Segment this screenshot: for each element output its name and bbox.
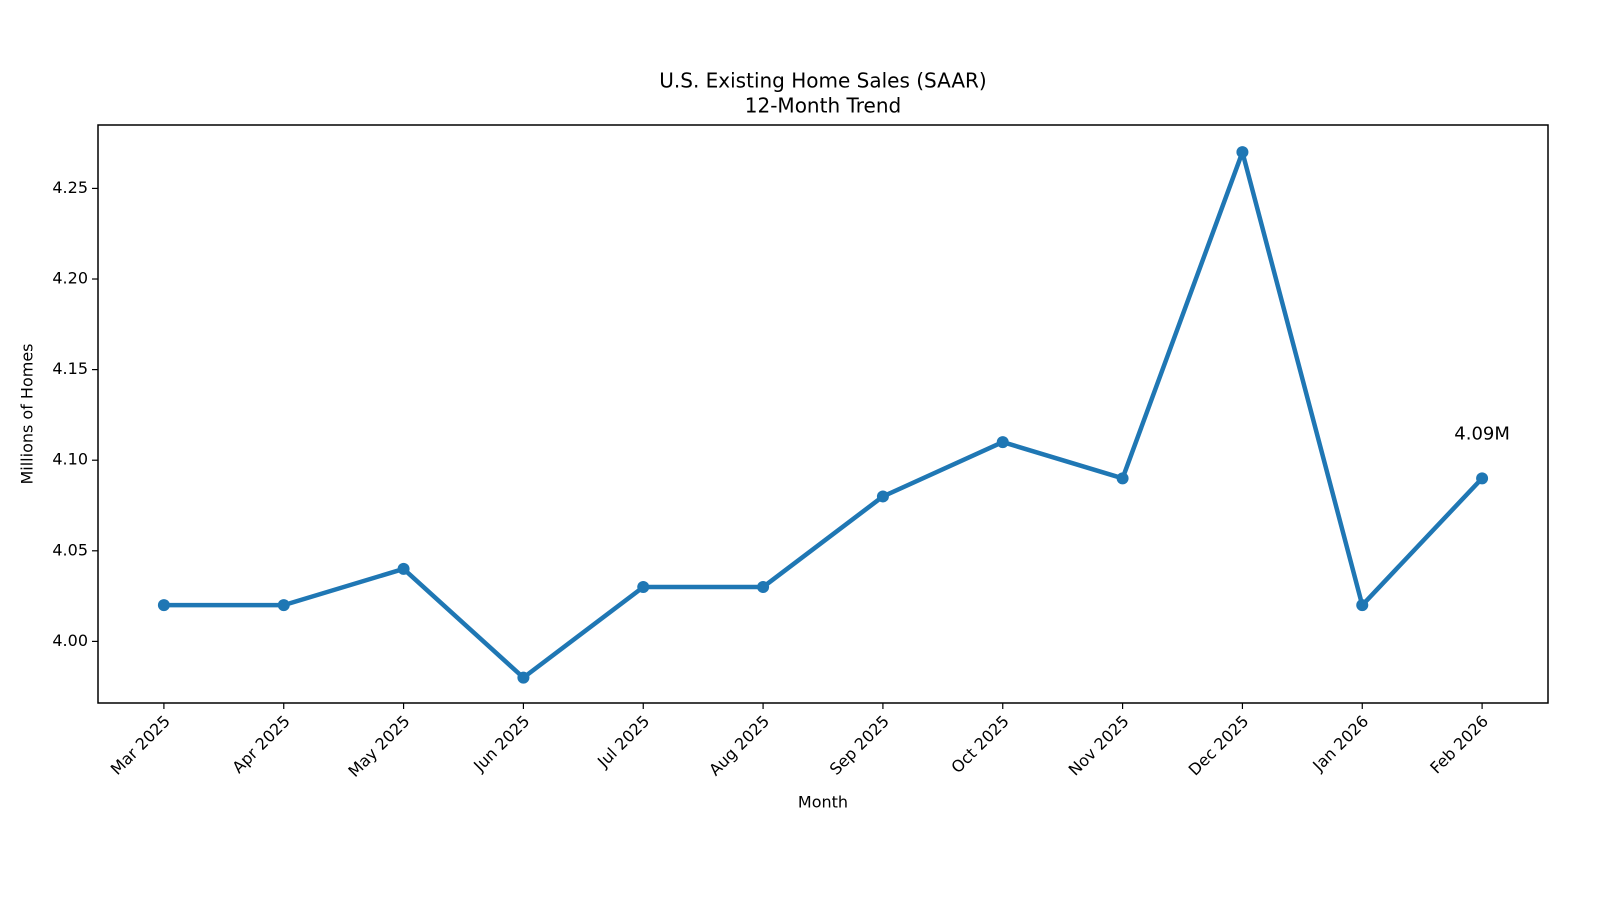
- x-tick-label: May 2025: [344, 712, 413, 781]
- data-point: [1356, 599, 1369, 612]
- y-tick-label: 4.25: [52, 178, 88, 197]
- data-point: [1236, 146, 1249, 159]
- x-tick-label: Sep 2025: [826, 712, 893, 779]
- y-tick-label: 4.05: [52, 540, 88, 559]
- chart-title: U.S. Existing Home Sales (SAAR): [659, 69, 986, 93]
- x-tick-label: Feb 2026: [1426, 712, 1492, 778]
- data-point: [517, 671, 530, 684]
- y-axis-label: Millions of Homes: [18, 343, 37, 484]
- x-tick-label: Jul 2025: [593, 712, 653, 772]
- data-point: [876, 490, 889, 503]
- value-label: 4.09M: [1454, 423, 1510, 444]
- x-tick-label: Mar 2025: [107, 712, 174, 779]
- data-point: [277, 599, 290, 612]
- x-tick-label: Oct 2025: [947, 712, 1012, 777]
- data-point: [157, 599, 170, 612]
- x-tick-label: Jan 2026: [1308, 712, 1372, 776]
- data-point: [1116, 472, 1129, 485]
- x-tick-label: Nov 2025: [1065, 712, 1133, 780]
- y-tick-label: 4.10: [52, 450, 88, 469]
- x-tick-label: Jun 2025: [469, 712, 533, 776]
- y-tick-label: 4.15: [52, 359, 88, 378]
- data-point: [397, 562, 410, 575]
- y-tick-label: 4.20: [52, 269, 88, 288]
- x-tick-label: Aug 2025: [705, 712, 773, 780]
- chart-subtitle: 12-Month Trend: [745, 94, 901, 118]
- data-line: [163, 149, 1484, 680]
- data-point: [996, 436, 1009, 449]
- data-point: [1476, 472, 1489, 485]
- x-tick-label: Apr 2025: [228, 712, 293, 777]
- x-tick-label: Dec 2025: [1185, 712, 1253, 780]
- plot-frame: [97, 124, 1549, 704]
- y-tick-label: 4.00: [52, 631, 88, 650]
- data-point: [637, 581, 650, 594]
- x-axis-label: Month: [798, 793, 848, 812]
- data-point: [757, 581, 770, 594]
